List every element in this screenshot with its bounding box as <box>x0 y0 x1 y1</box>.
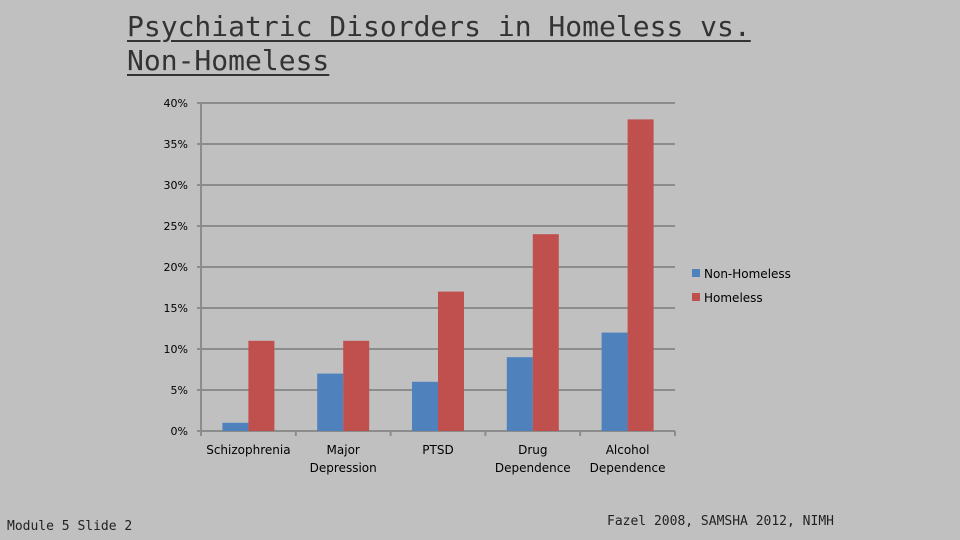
x-tick-label-line: PTSD <box>422 443 453 457</box>
footer-sources: Fazel 2008, SAMSHA 2012, NIMH <box>607 514 834 529</box>
y-tick-label: 25% <box>164 220 188 233</box>
x-tick-label-line: Schizophrenia <box>206 443 290 457</box>
slide-title: Psychiatric Disorders in Homeless vs. No… <box>127 10 887 78</box>
legend-label: Non-Homeless <box>704 267 791 281</box>
bar-homeless <box>627 119 654 432</box>
x-tick-label: Alcohol Dependence <box>590 443 666 475</box>
bar-non-homeless <box>317 373 344 431</box>
y-tick-label: 15% <box>164 302 188 315</box>
bar-non-homeless <box>412 381 438 431</box>
x-tick-label: Drug Dependence <box>495 443 571 475</box>
x-tick-label-line: Dependence <box>495 461 571 475</box>
bar-homeless <box>438 291 464 431</box>
slide-title-line-1: Psychiatric Disorders in Homeless vs. <box>127 10 751 43</box>
legend-swatch <box>692 269 700 277</box>
bar-non-homeless <box>506 357 533 431</box>
legend-label: Homeless <box>704 291 763 305</box>
legend-swatch <box>692 293 700 301</box>
x-tick-label-line: Dependence <box>590 461 666 475</box>
bar-non-homeless <box>601 332 628 431</box>
x-tick-label-line: Depression <box>310 461 377 475</box>
x-tick-label-line: Drug <box>518 443 547 457</box>
slide-title-line-2: Non-Homeless <box>127 44 330 77</box>
y-tick-label: 20% <box>164 261 188 274</box>
bar-homeless <box>248 340 275 431</box>
bar-homeless <box>532 234 559 431</box>
y-tick-label: 0% <box>171 425 188 438</box>
x-tick-label: PTSD <box>422 443 453 457</box>
x-tick-label: Schizophrenia <box>206 443 290 457</box>
y-tick-label: 40% <box>164 97 188 110</box>
x-tick-label-line: Alcohol <box>606 443 650 457</box>
y-tick-label: 10% <box>164 343 188 356</box>
x-tick-label-line: Major <box>327 443 360 457</box>
footer-module-label: Module 5 Slide 2 <box>7 519 133 534</box>
bar-homeless <box>343 340 370 431</box>
x-tick-label: Major Depression <box>310 443 377 475</box>
y-tick-label: 35% <box>164 138 188 151</box>
bar-non-homeless <box>222 422 249 431</box>
y-tick-label: 5% <box>171 384 188 397</box>
y-tick-label: 30% <box>164 179 188 192</box>
